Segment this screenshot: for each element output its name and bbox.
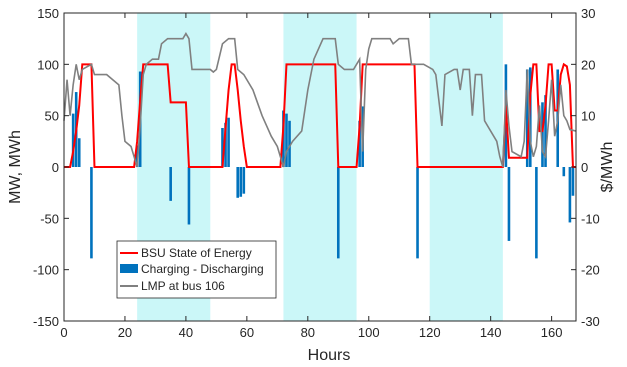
x-tick-label: 140 bbox=[480, 325, 502, 340]
y-right-tick-label: 0 bbox=[581, 160, 588, 175]
charging-bar-14 bbox=[242, 167, 246, 194]
charging-bar-30 bbox=[562, 167, 566, 177]
lmp-line bbox=[63, 31, 577, 168]
charging-bar-10 bbox=[224, 122, 227, 167]
x-tick-label: 100 bbox=[358, 325, 380, 340]
legend: BSU State of Energy Charging - Dischargi… bbox=[116, 240, 277, 299]
x-tick-label: 120 bbox=[419, 325, 441, 340]
y-right-tick-label: -30 bbox=[581, 314, 600, 329]
y-right-tick-label: -20 bbox=[581, 263, 600, 278]
x-axis-label: Hours bbox=[308, 347, 351, 364]
charging-bar-11 bbox=[227, 117, 230, 167]
x-tick-label: 160 bbox=[541, 325, 563, 340]
charging-bar-25 bbox=[528, 67, 532, 167]
charging-bar-19 bbox=[358, 120, 361, 167]
legend-label-state-of-energy: BSU State of Energy bbox=[141, 246, 252, 260]
y-left-tick-label: 100 bbox=[37, 57, 59, 72]
y-left-tick-label: -50 bbox=[40, 211, 59, 226]
charging-bar-21 bbox=[416, 167, 419, 259]
x-tick-label: 0 bbox=[60, 325, 67, 340]
charging-bar-9 bbox=[221, 127, 224, 167]
y-axis-left-label: MW, MWh bbox=[7, 130, 24, 204]
charging-bar-26 bbox=[535, 167, 538, 259]
x-tick-label: 80 bbox=[301, 325, 315, 340]
charging-bar-3 bbox=[77, 138, 81, 167]
y-left-tick-label: 0 bbox=[52, 160, 59, 175]
charging-bar-12 bbox=[236, 167, 240, 198]
charging-bar-27 bbox=[541, 102, 544, 167]
y-right-tick-label: -10 bbox=[581, 211, 600, 226]
series-lines bbox=[63, 31, 577, 168]
x-tick-label: 20 bbox=[118, 325, 132, 340]
charging-bar-1 bbox=[71, 113, 75, 167]
charging-bar-4 bbox=[90, 167, 93, 259]
x-tick-label: 60 bbox=[240, 325, 254, 340]
charging-bar-17 bbox=[288, 120, 291, 167]
y-left-tick-label: 150 bbox=[37, 6, 59, 21]
charging-bar-31 bbox=[568, 167, 572, 223]
x-tick-label: 40 bbox=[179, 325, 193, 340]
charging-bar-16 bbox=[285, 113, 288, 167]
legend-box bbox=[116, 240, 277, 299]
charging-bar-13 bbox=[239, 167, 243, 197]
axis-ticks: 0 20 40 60 80 100 120 140 160150100500-50-100-15… bbox=[33, 6, 600, 340]
y-left-tick-label: -150 bbox=[33, 314, 59, 329]
charging-bar-32 bbox=[571, 167, 575, 196]
y-axis-right-label: $/MWh bbox=[599, 142, 616, 193]
y-right-tick-label: 20 bbox=[581, 57, 595, 72]
charging-bar-18 bbox=[336, 167, 340, 259]
y-right-tick-label: 10 bbox=[581, 109, 595, 124]
legend-swatch-charging bbox=[120, 264, 138, 273]
y-left-tick-label: -100 bbox=[33, 263, 59, 278]
charging-bar-24 bbox=[525, 69, 529, 167]
charging-bar-7 bbox=[169, 167, 172, 201]
legend-label-charging: Charging - Discharging bbox=[141, 262, 264, 276]
state-of-energy-line bbox=[64, 62, 576, 168]
charging-bar-8 bbox=[187, 167, 191, 225]
y-right-tick-label: 30 bbox=[581, 6, 595, 21]
legend-label-lmp: LMP at bus 106 bbox=[141, 279, 225, 293]
y-left-tick-label: 50 bbox=[45, 109, 59, 124]
charging-bar-23 bbox=[507, 167, 511, 241]
charging-bar-28 bbox=[544, 95, 547, 167]
